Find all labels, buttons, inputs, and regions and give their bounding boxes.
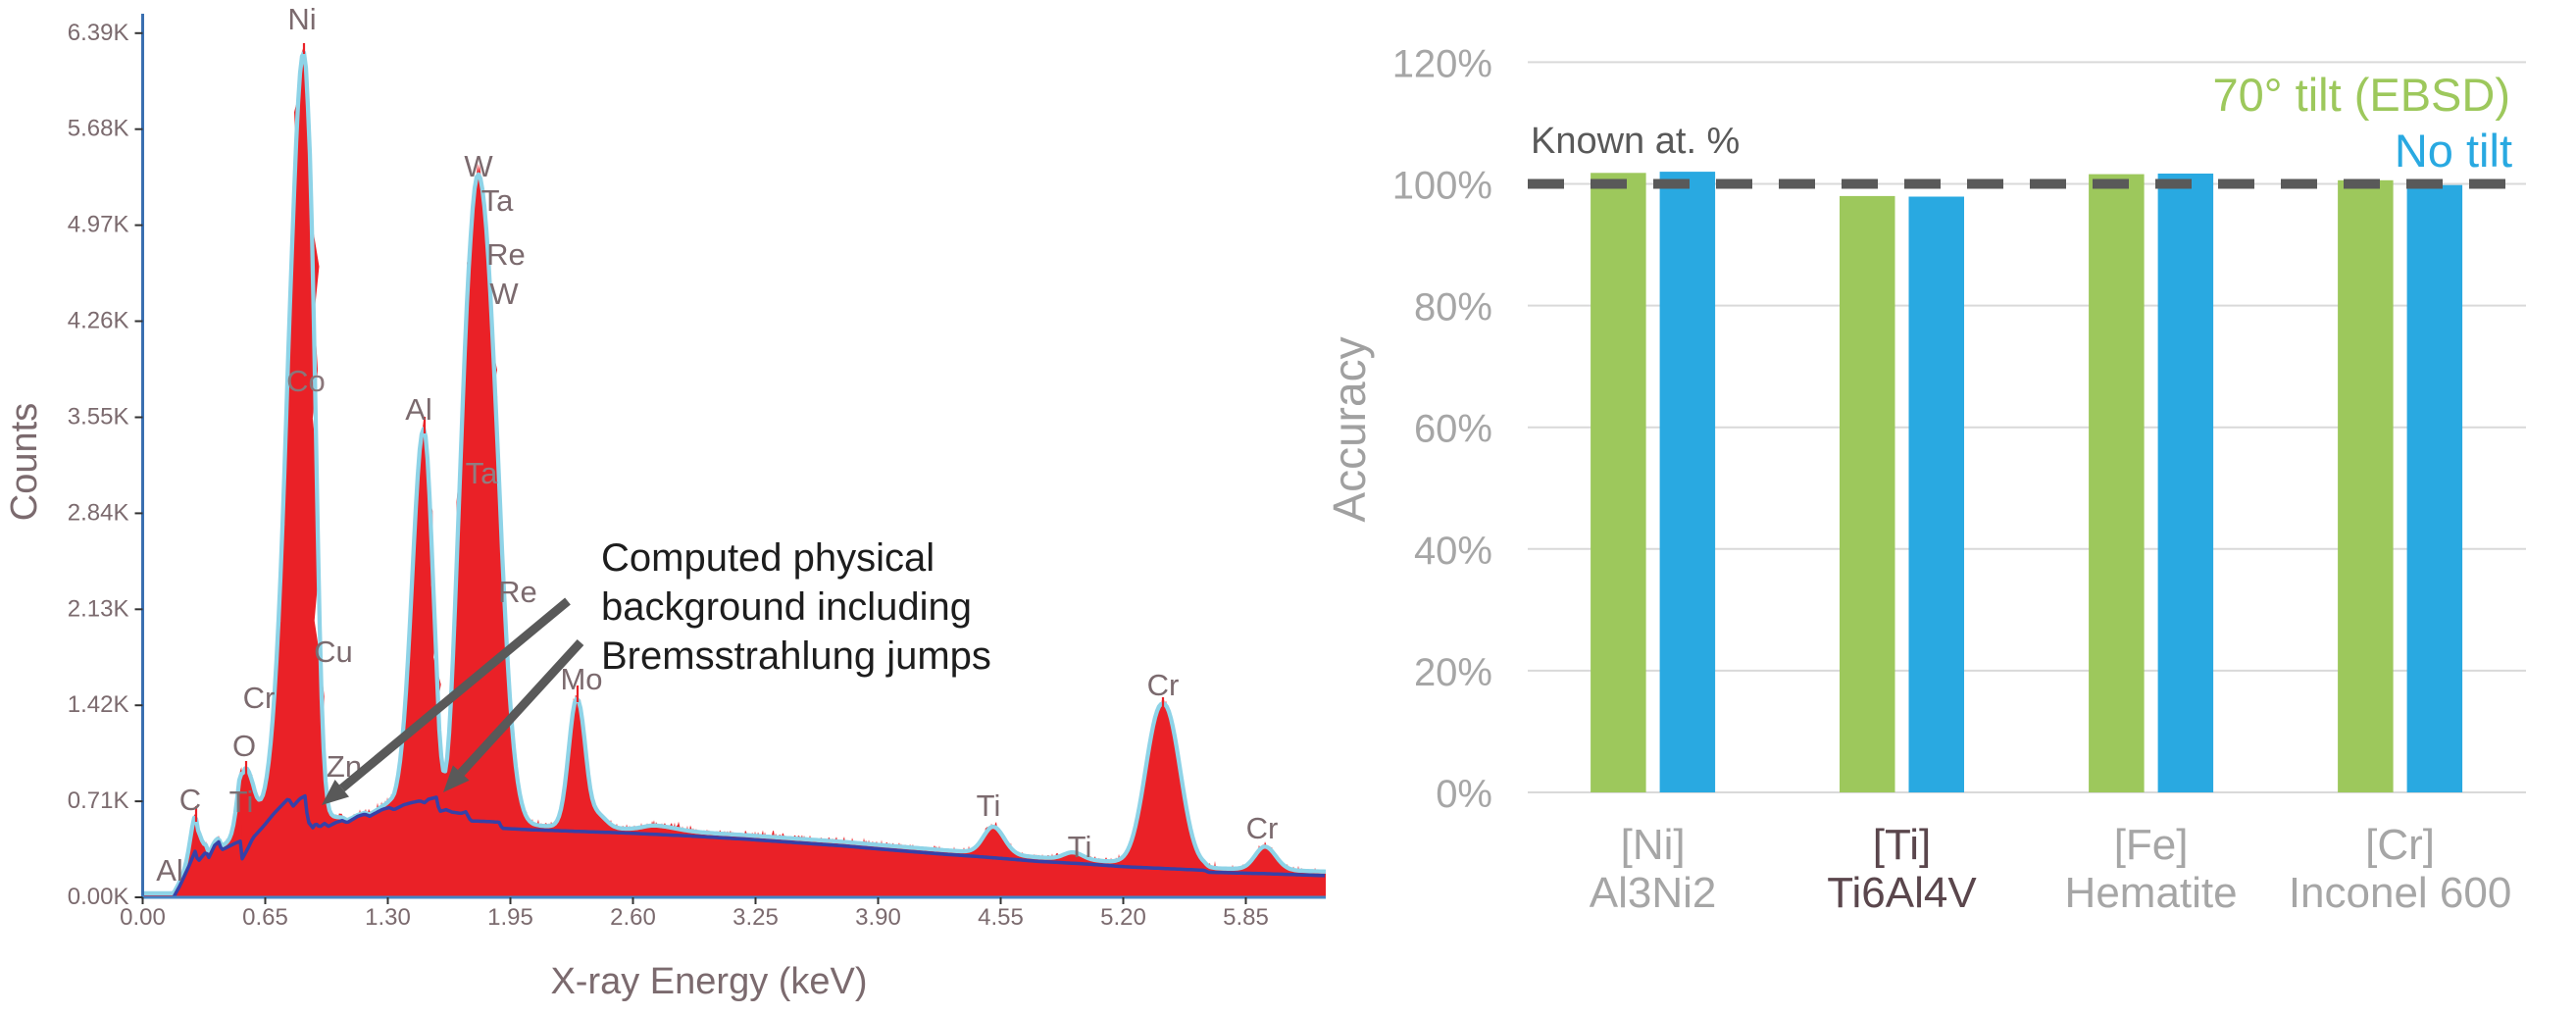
svg-text:[Ti]: [Ti]: [1873, 821, 1931, 869]
svg-text:5.20: 5.20: [1100, 904, 1146, 931]
svg-text:3.55K: 3.55K: [68, 404, 129, 431]
svg-text:Ti: Ti: [1068, 830, 1092, 864]
svg-text:[Ni]: [Ni]: [1621, 821, 1686, 869]
svg-text:1.30: 1.30: [365, 904, 411, 931]
svg-text:40%: 40%: [1414, 530, 1492, 573]
svg-text:Re: Re: [498, 575, 537, 609]
svg-text:Ta: Ta: [466, 456, 499, 490]
svg-text:4.26K: 4.26K: [68, 308, 129, 334]
svg-text:Al: Al: [405, 392, 432, 427]
svg-text:0.65: 0.65: [242, 904, 288, 931]
svg-text:80%: 80%: [1414, 286, 1492, 330]
svg-text:Ti: Ti: [229, 785, 254, 819]
svg-text:0.71K: 0.71K: [68, 787, 129, 814]
svg-text:Cr: Cr: [1246, 811, 1279, 845]
svg-text:70° tilt (EBSD): 70° tilt (EBSD): [2213, 69, 2510, 121]
svg-text:2.60: 2.60: [610, 904, 656, 931]
svg-text:0.00: 0.00: [120, 904, 166, 931]
svg-text:background including: background including: [601, 585, 972, 629]
svg-text:Accuracy: Accuracy: [1324, 336, 1375, 522]
svg-text:Ta: Ta: [481, 183, 515, 218]
svg-text:20%: 20%: [1414, 651, 1492, 694]
svg-text:2.13K: 2.13K: [68, 595, 129, 622]
svg-text:1.95: 1.95: [487, 904, 533, 931]
svg-text:Cr: Cr: [243, 681, 276, 715]
svg-text:Ti: Ti: [977, 788, 1001, 823]
svg-text:100%: 100%: [1392, 165, 1492, 208]
svg-text:X-ray Energy (keV): X-ray Energy (keV): [550, 961, 867, 1002]
svg-text:Co: Co: [286, 364, 326, 398]
svg-text:[Fe]: [Fe]: [2114, 821, 2189, 869]
svg-text:0.00K: 0.00K: [68, 884, 129, 910]
svg-text:Ni: Ni: [287, 2, 316, 36]
svg-text:Al: Al: [156, 853, 183, 888]
svg-text:[Cr]: [Cr]: [2365, 821, 2435, 869]
svg-text:3.25: 3.25: [732, 904, 779, 931]
svg-text:2.84K: 2.84K: [68, 499, 129, 526]
svg-text:Counts: Counts: [4, 403, 45, 521]
svg-text:O: O: [232, 729, 256, 763]
svg-text:Cr: Cr: [1147, 668, 1180, 702]
svg-text:Bremsstrahlung jumps: Bremsstrahlung jumps: [601, 634, 991, 678]
svg-text:1.42K: 1.42K: [68, 691, 129, 718]
svg-text:Inconel 600: Inconel 600: [2289, 869, 2512, 917]
svg-text:3.90: 3.90: [855, 904, 901, 931]
svg-text:Re: Re: [486, 237, 526, 272]
svg-text:5.68K: 5.68K: [68, 116, 129, 142]
svg-text:W: W: [489, 277, 519, 311]
svg-text:W: W: [464, 149, 493, 183]
svg-text:0%: 0%: [1436, 773, 1492, 816]
svg-text:Al3Ni2: Al3Ni2: [1590, 869, 1717, 917]
svg-text:Computed physical: Computed physical: [601, 536, 934, 580]
svg-text:Hematite: Hematite: [2065, 869, 2238, 917]
svg-text:Mo: Mo: [560, 662, 602, 696]
svg-text:Known at. %: Known at. %: [1531, 121, 1740, 162]
svg-text:120%: 120%: [1392, 42, 1492, 85]
svg-text:Cu: Cu: [314, 634, 353, 669]
svg-text:5.85: 5.85: [1223, 904, 1269, 931]
svg-text:4.55: 4.55: [978, 904, 1024, 931]
svg-text:C: C: [179, 783, 201, 817]
svg-text:4.97K: 4.97K: [68, 212, 129, 238]
svg-text:Ti6Al4V: Ti6Al4V: [1827, 869, 1977, 917]
svg-text:6.39K: 6.39K: [68, 20, 129, 46]
svg-text:No tilt: No tilt: [2395, 125, 2512, 177]
svg-text:60%: 60%: [1414, 408, 1492, 451]
